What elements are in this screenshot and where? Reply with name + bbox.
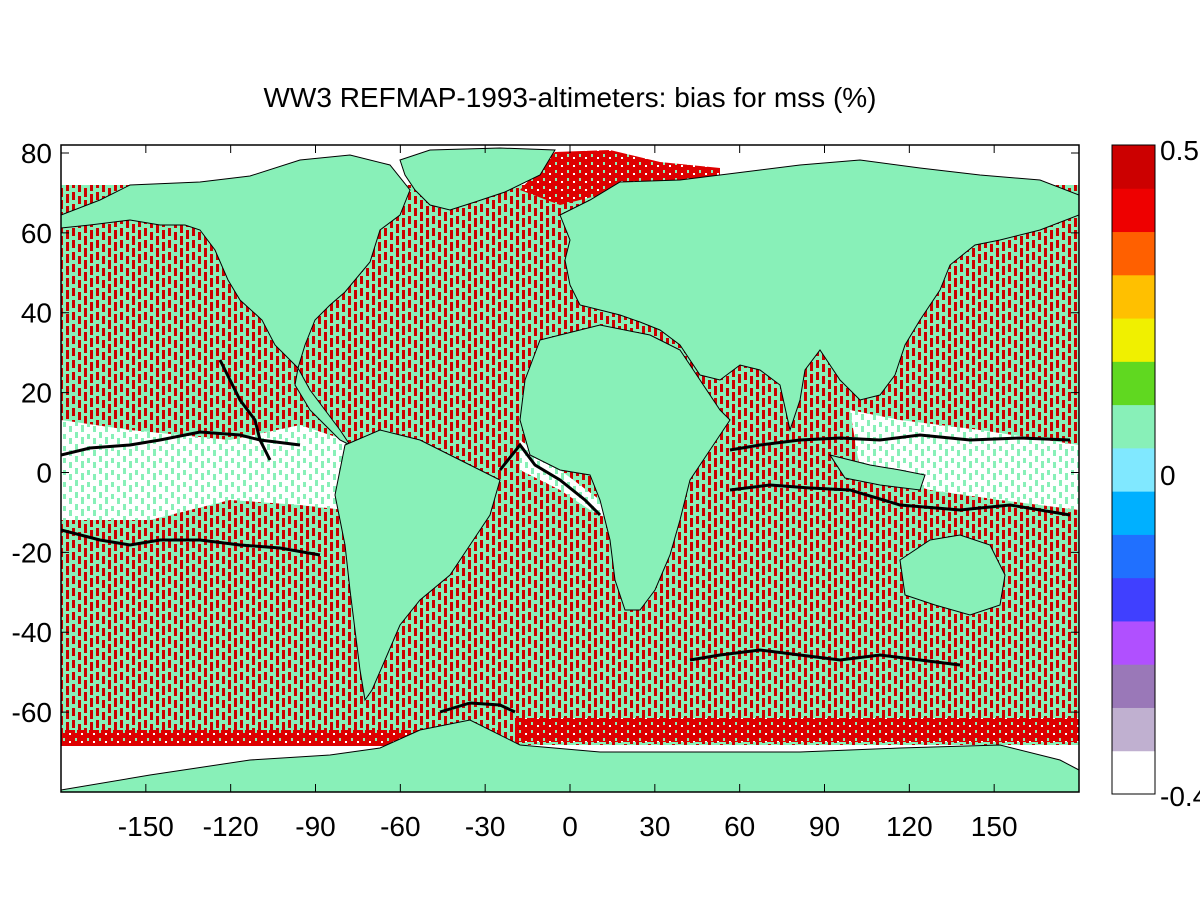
y-tick-label: 0 — [36, 457, 52, 488]
colorbar-swatch — [1112, 750, 1155, 795]
contour-pacific-south — [61, 528, 321, 557]
colorbar-frame — [1111, 144, 1156, 795]
colorbar-swatch — [1112, 145, 1155, 189]
x-tick-label: -120 — [203, 811, 259, 842]
colorbar-swatch — [1112, 664, 1155, 708]
y-tick-label: -20 — [12, 537, 52, 568]
contour-southern-ocean-2 — [689, 648, 961, 667]
x-tick-label: 150 — [971, 811, 1018, 842]
colorbar — [1112, 145, 1155, 795]
central-america-land — [294, 366, 352, 447]
colorbar-swatch — [1112, 188, 1155, 233]
x-tick-label: -60 — [380, 811, 420, 842]
colorbar-swatch — [1112, 577, 1155, 622]
x-tick-label: 90 — [809, 811, 840, 842]
norwegian-sea-hot — [520, 150, 720, 205]
greenland-land — [399, 147, 556, 211]
colorbar-swatch — [1112, 361, 1155, 406]
colorbar-swatch — [1112, 620, 1155, 665]
colorbar-swatch — [1112, 447, 1155, 492]
y-tick-label: 60 — [21, 218, 52, 249]
colorbar-swatch — [1112, 318, 1155, 362]
x-tick-label: -30 — [465, 811, 505, 842]
indonesia-land — [828, 454, 926, 491]
contour-indian-north — [729, 433, 1071, 452]
zero-contours — [61, 359, 1071, 714]
x-tick-label: -90 — [295, 811, 335, 842]
x-tick-label: -150 — [118, 811, 174, 842]
y-axis: 80 60 40 20 0 -20 -40 -60 — [12, 138, 1079, 728]
eurasia-land — [559, 159, 1079, 432]
contour-indian-south — [729, 483, 1071, 517]
contour-pacific-north — [61, 430, 301, 457]
colorbar-min-label: -0.4 — [1160, 781, 1200, 812]
chart-title: WW3 REFMAP-1993-altimeters: bias for mss… — [263, 82, 877, 113]
africa-land — [519, 324, 731, 611]
colorbar-zero-label: 0 — [1160, 460, 1176, 491]
contour-central-america — [218, 359, 272, 461]
colorbar-max-label: 0.5 — [1160, 135, 1199, 166]
y-tick-label: -60 — [12, 697, 52, 728]
x-tick-label: 0 — [562, 811, 578, 842]
colorbar-swatch — [1112, 231, 1155, 276]
colorbar-swatch — [1112, 707, 1155, 752]
x-tick-label: 60 — [724, 811, 755, 842]
australia-land — [899, 534, 1006, 616]
southern-ocean-band-east — [515, 718, 1079, 742]
contour-southern-ocean — [439, 701, 516, 714]
colorbar-swatch — [1112, 534, 1155, 579]
x-tick-label: 30 — [639, 811, 670, 842]
colorbar-swatch — [1112, 491, 1155, 535]
y-tick-label: 80 — [21, 138, 52, 169]
colorbar-swatch — [1112, 274, 1155, 319]
north-america-land — [61, 154, 411, 369]
x-tick-label: 120 — [886, 811, 933, 842]
equatorial-indian-band — [850, 410, 1079, 510]
southern-ocean-band — [61, 730, 501, 746]
y-tick-label: 20 — [21, 378, 52, 409]
antarctica-land — [61, 719, 1079, 792]
south-america-land — [334, 429, 501, 702]
y-tick-label: -40 — [12, 617, 52, 648]
y-tick-label: 40 — [21, 298, 52, 329]
contour-atlantic — [498, 442, 602, 517]
colorbar-swatch — [1112, 404, 1155, 449]
x-axis: -150 -120 -90 -60 -30 0 30 60 90 120 150 — [118, 145, 1018, 842]
